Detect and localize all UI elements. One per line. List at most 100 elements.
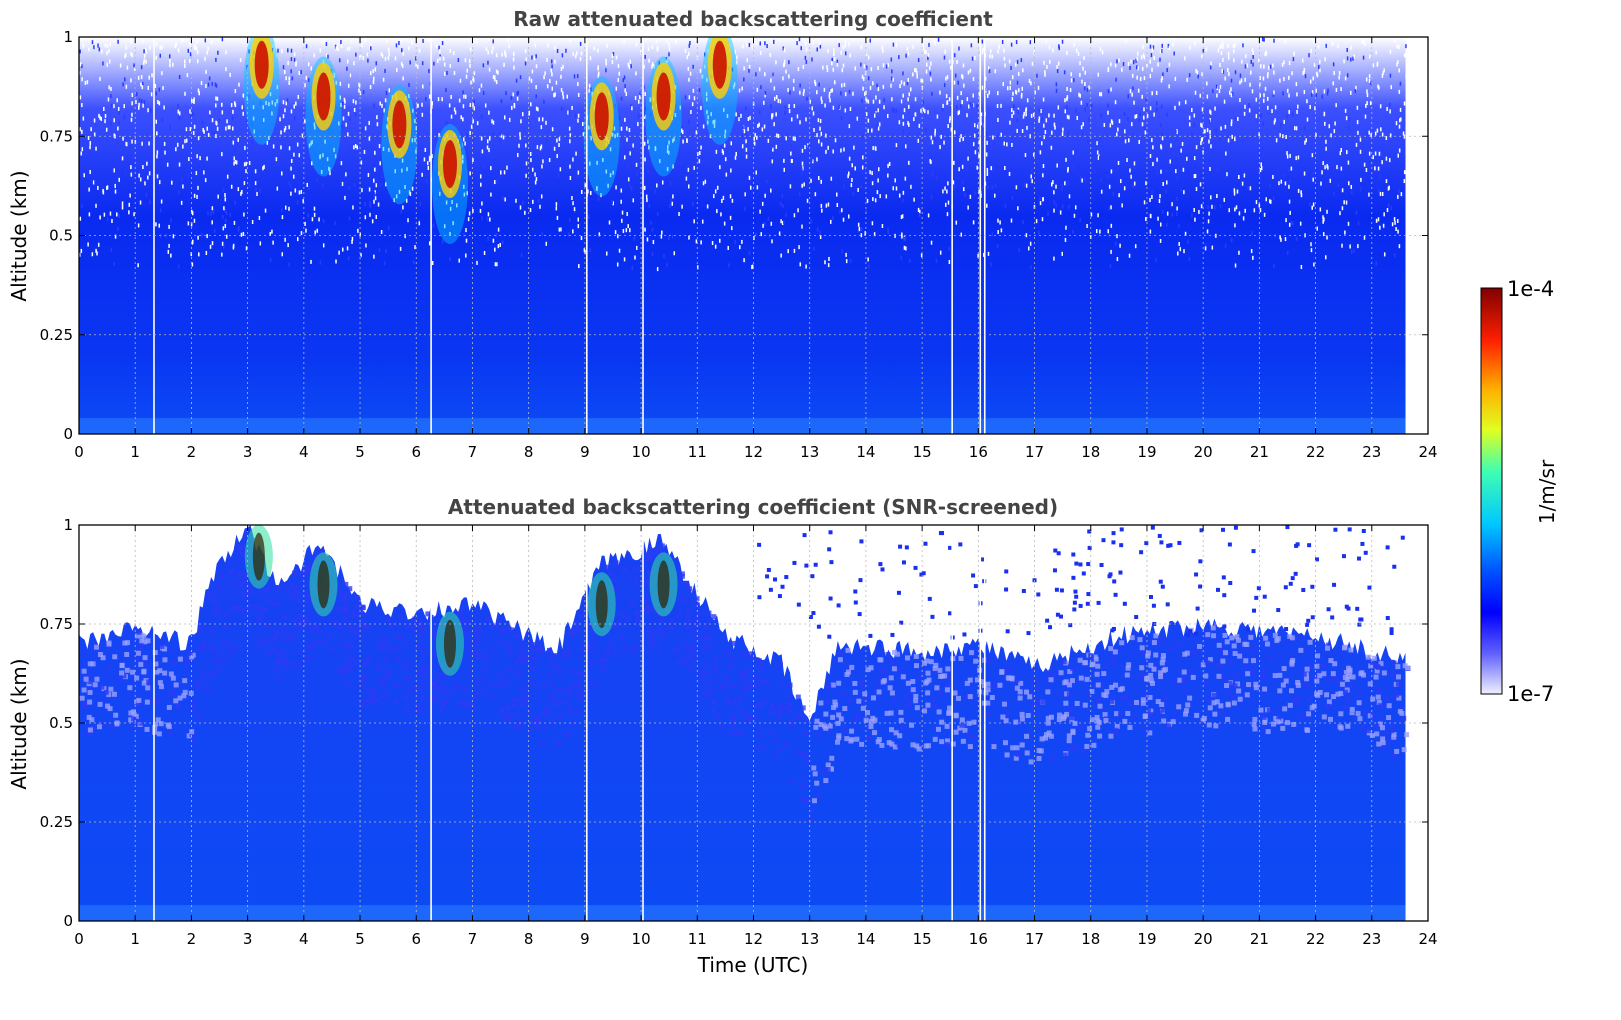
raw-x-tick-label: 16 (969, 443, 988, 461)
raw-y-axis: 0 0.25 0.5 0.75 1 (40, 28, 1428, 443)
snr-data-gap (642, 525, 644, 921)
raw-gridlines (79, 37, 1428, 434)
snr-x-tick-label: 1 (130, 930, 140, 948)
panel-raw-title: Raw attenuated backscattering coefficien… (513, 7, 993, 31)
snr-x-tick-label: 16 (969, 930, 988, 948)
raw-x-tick-label: 18 (1081, 443, 1100, 461)
raw-cloud-feature (431, 124, 468, 245)
snr-data-gap (430, 525, 432, 921)
snr-x-tick-label: 0 (74, 930, 84, 948)
raw-y-axis-label: Altitude (km) (7, 170, 31, 301)
raw-x-axis: 0 1 2 3 4 5 6 7 8 9 10 11 12 13 14 15 16 17 18 19 20 21 22 23 24 (74, 37, 1438, 461)
raw-surface-band (79, 418, 1406, 434)
raw-x-tick-label: 3 (243, 443, 253, 461)
snr-cloud-feature (587, 572, 616, 637)
raw-x-tick-label: 20 (1194, 443, 1213, 461)
snr-data-gap (153, 525, 155, 921)
raw-heatmap (79, 37, 1407, 434)
raw-x-tick-label: 7 (468, 443, 478, 461)
raw-x-tick-label: 12 (744, 443, 763, 461)
panel-snr-screened-backscatter: Attenuated backscattering coefficient (S… (7, 495, 1438, 977)
snr-x-tick-label: 14 (856, 930, 875, 948)
panel-raw-backscatter: Raw attenuated backscattering coefficien… (7, 7, 1438, 461)
snr-x-tick-label: 15 (913, 930, 932, 948)
snr-x-tick-label: 6 (411, 930, 421, 948)
snr-x-tick-label: 22 (1306, 930, 1325, 948)
snr-x-tick-label: 24 (1418, 930, 1437, 948)
snr-x-tick-label: 7 (468, 930, 478, 948)
snr-surface-band (79, 905, 1406, 921)
raw-x-tick-label: 19 (1137, 443, 1156, 461)
snr-cloud-feature (435, 611, 464, 676)
raw-noise-speckle (79, 37, 1407, 272)
snr-cloud-feature (309, 552, 338, 617)
snr-y-tick-label: 0.75 (40, 615, 73, 633)
snr-x-tick-label: 19 (1137, 930, 1156, 948)
colorbar-max-label: 1e-4 (1507, 277, 1554, 301)
snr-x-axis: 0 1 2 3 4 5 6 7 8 9 10 11 12 13 14 15 16 17 18 19 20 21 22 23 24 (74, 525, 1438, 948)
raw-x-tick-label: 6 (411, 443, 421, 461)
raw-x-tick-label: 4 (299, 443, 309, 461)
snr-x-tick-label: 12 (744, 930, 763, 948)
snr-y-tick-label: 0 (63, 912, 73, 930)
raw-cloud-feature (305, 56, 342, 177)
raw-x-tick-label: 21 (1250, 443, 1269, 461)
snr-y-tick-label: 1 (63, 516, 73, 534)
snr-gridlines (79, 525, 1428, 921)
snr-x-tick-label: 8 (524, 930, 534, 948)
snr-x-tick-label: 9 (580, 930, 590, 948)
snr-x-tick-label: 17 (1025, 930, 1044, 948)
snr-x-axis-label: Time (UTC) (697, 953, 809, 977)
raw-x-tick-label: 9 (580, 443, 590, 461)
snr-sparse-specks (757, 525, 1405, 640)
raw-data-gap (430, 37, 432, 434)
panel-snr-title: Attenuated backscattering coefficient (S… (448, 495, 1058, 519)
raw-cloud-feature (701, 37, 738, 145)
raw-x-tick-label: 0 (74, 443, 84, 461)
snr-x-tick-label: 23 (1362, 930, 1381, 948)
snr-x-tick-label: 13 (800, 930, 819, 948)
raw-y-tick-label: 0.75 (40, 127, 73, 145)
colorbar: 1e-4 1e-7 1/m/sr (1480, 277, 1559, 706)
raw-x-tick-label: 14 (856, 443, 875, 461)
raw-x-tick-label: 5 (355, 443, 365, 461)
raw-y-tick-label: 0 (63, 425, 73, 443)
raw-x-tick-label: 15 (913, 443, 932, 461)
snr-y-axis-label: Altitude (km) (7, 658, 31, 789)
snr-x-tick-label: 20 (1194, 930, 1213, 948)
raw-y-tick-label: 0.25 (40, 326, 73, 344)
snr-x-tick-label: 5 (355, 930, 365, 948)
colorbar-unit-label: 1/m/sr (1535, 459, 1559, 524)
colorbar-gradient (1480, 287, 1503, 695)
raw-cloud-feature (243, 37, 280, 145)
raw-y-tick-label: 0.5 (49, 227, 73, 245)
snr-x-tick-label: 4 (299, 930, 309, 948)
snr-signal-field (79, 525, 1406, 921)
snr-y-axis: 0 0.25 0.5 0.75 1 (40, 516, 1428, 930)
snr-x-tick-label: 2 (187, 930, 197, 948)
raw-x-tick-label: 8 (524, 443, 534, 461)
snr-y-tick-label: 0.25 (40, 813, 73, 831)
snr-cloud-feature (244, 525, 273, 589)
snr-x-tick-label: 3 (243, 930, 253, 948)
colorbar-min-label: 1e-7 (1507, 682, 1554, 706)
raw-data-gap (951, 37, 953, 434)
snr-y-tick-label: 0.5 (49, 714, 73, 732)
raw-x-tick-label: 23 (1362, 443, 1381, 461)
raw-x-tick-label: 10 (632, 443, 651, 461)
raw-data-gap (642, 37, 644, 434)
raw-x-tick-label: 1 (130, 443, 140, 461)
snr-x-tick-label: 11 (688, 930, 707, 948)
snr-data-gap (585, 525, 588, 921)
raw-x-tick-label: 22 (1306, 443, 1325, 461)
raw-x-tick-label: 11 (688, 443, 707, 461)
raw-x-tick-label: 24 (1418, 443, 1437, 461)
raw-cloud-feature (645, 56, 682, 177)
snr-x-tick-label: 21 (1250, 930, 1269, 948)
snr-data-gap (951, 525, 953, 921)
raw-data-gap (153, 37, 155, 434)
raw-cloud-feature (381, 84, 418, 205)
snr-x-tick-label: 18 (1081, 930, 1100, 948)
raw-cloud-feature (583, 76, 620, 197)
